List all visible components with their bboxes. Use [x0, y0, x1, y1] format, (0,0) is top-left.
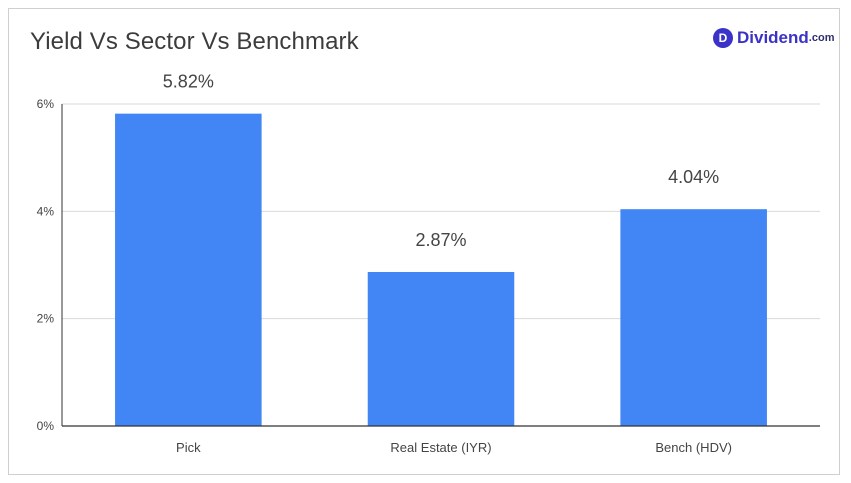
- brand-logo: D Dividend .com: [713, 28, 834, 48]
- y-tick-label: 0%: [37, 419, 55, 433]
- y-tick-label: 2%: [37, 312, 55, 326]
- x-tick-label: Pick: [176, 440, 201, 455]
- data-label: 5.82%: [163, 72, 214, 92]
- x-tick-label: Bench (HDV): [655, 440, 732, 455]
- x-tick-label: Real Estate (IYR): [390, 440, 491, 455]
- bar-3: [620, 209, 767, 426]
- brand-suffix: .com: [808, 32, 835, 44]
- y-tick-label: 4%: [37, 204, 55, 218]
- chart-title: Yield Vs Sector Vs Benchmark: [30, 28, 359, 55]
- data-label: 4.04%: [668, 167, 719, 187]
- bar-1: [115, 113, 262, 426]
- data-label: 2.87%: [415, 230, 466, 250]
- y-tick-label: 6%: [37, 97, 55, 111]
- brand-name: Dividend: [737, 28, 809, 47]
- dividend-logo-icon: D: [713, 28, 733, 48]
- bar-2: [367, 271, 515, 426]
